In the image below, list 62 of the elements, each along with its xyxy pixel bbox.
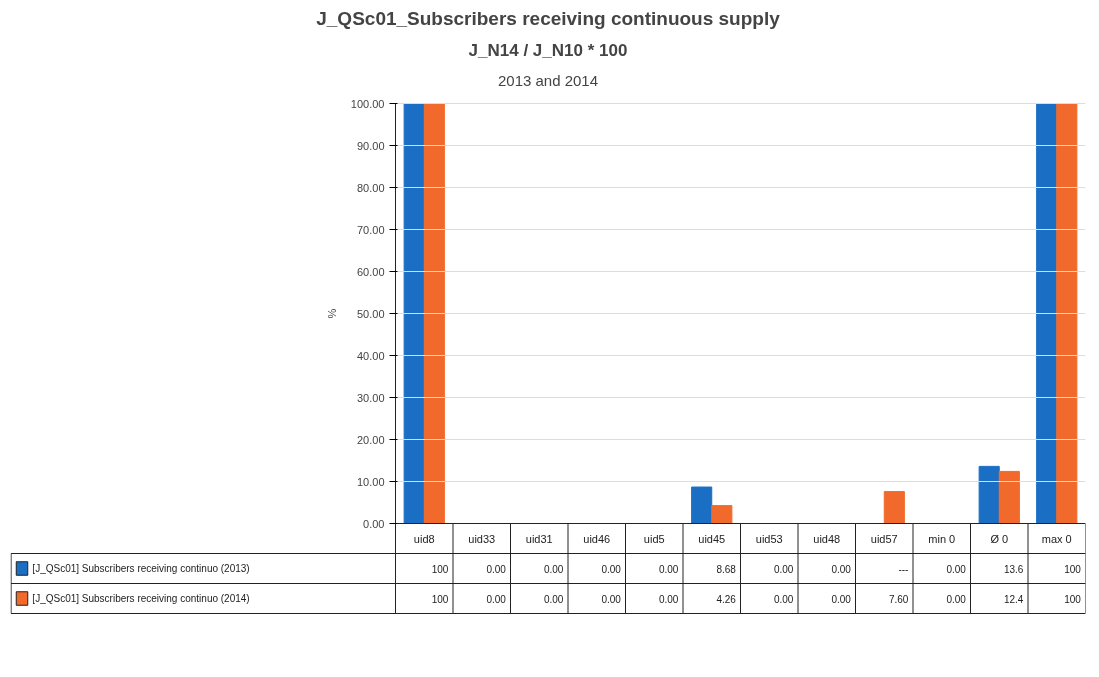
x-tick-label: Ø 0 [990, 532, 1009, 545]
data-label: 0.00 [486, 593, 507, 605]
y-tick-label: 10.00 [356, 475, 385, 488]
x-tick-label: uid48 [813, 532, 841, 545]
x-tick-label: uid53 [755, 532, 783, 545]
data-label: 7.60 [888, 593, 909, 605]
data-label: 0.00 [946, 593, 967, 605]
data-label: 0.00 [773, 593, 794, 605]
x-tick-label: uid33 [468, 532, 496, 545]
y-tick-label: 90.00 [356, 139, 385, 152]
data-label: 0.00 [601, 593, 622, 605]
x-tick-label: uid46 [583, 532, 611, 545]
y-tick-label: 60.00 [356, 265, 385, 278]
bar [978, 465, 1000, 524]
data-label: 0.00 [543, 563, 564, 575]
data-label: 0.00 [946, 563, 967, 575]
bar [403, 103, 425, 524]
legend-label: [J_QSc01] Subscribers receiving continuo (2013) [32, 563, 250, 574]
data-label: 0.00 [831, 563, 852, 575]
data-label: 0.00 [658, 563, 679, 575]
data-label: 0.00 [543, 593, 564, 605]
y-tick-label: 50.00 [356, 307, 385, 320]
x-tick-label: uid57 [870, 532, 898, 545]
y-tick-label: 20.00 [356, 433, 385, 446]
data-label: 0.00 [658, 593, 679, 605]
y-tick-label: 80.00 [356, 181, 385, 194]
data-label: 100 [431, 593, 449, 605]
x-tick-label: uid45 [698, 532, 726, 545]
text: 2013 and 2014 [497, 71, 599, 89]
data-label: 0.00 [601, 563, 622, 575]
chart-subtitle: J_N14 / J_N10 * 100 [468, 40, 628, 60]
bar [691, 486, 713, 524]
data-label: 100 [431, 563, 449, 575]
legend-label: [J_QSc01] Subscribers receiving continuo (2014) [32, 593, 250, 604]
data-label: 0.00 [773, 563, 794, 575]
chart-title: J_QSc01_Subscribers receiving continuous supply [316, 7, 781, 29]
text: --- [898, 563, 909, 575]
data-label: 0.00 [486, 563, 507, 575]
bar [711, 505, 733, 524]
y-tick-label: 100.00 [350, 97, 385, 110]
bar [423, 103, 445, 524]
bar [998, 470, 1020, 524]
y-tick-label: 70.00 [356, 223, 385, 236]
x-tick-label: max 0 [1041, 532, 1072, 545]
data-label: 8.68 [716, 563, 737, 575]
data-label: 4.26 [716, 593, 737, 605]
bar [1056, 103, 1078, 524]
x-tick-label: uid31 [525, 532, 553, 545]
x-tick-label: uid8 [413, 532, 435, 545]
data-label: 13.6 [1003, 563, 1024, 575]
data-label: 100 [1064, 593, 1082, 605]
bar [883, 491, 905, 524]
data-label: 0.00 [831, 593, 852, 605]
data-label: 12.4 [1003, 593, 1024, 605]
y-tick-label: 40.00 [356, 349, 385, 362]
y-tick-label: 0.00 [363, 517, 385, 530]
data-label: 100 [1064, 563, 1082, 575]
y-tick-label: 30.00 [356, 391, 385, 404]
bar [1036, 103, 1058, 524]
x-tick-label: uid5 [643, 532, 665, 545]
y-axis-title: % [325, 308, 338, 319]
x-tick-label: min 0 [928, 532, 956, 545]
